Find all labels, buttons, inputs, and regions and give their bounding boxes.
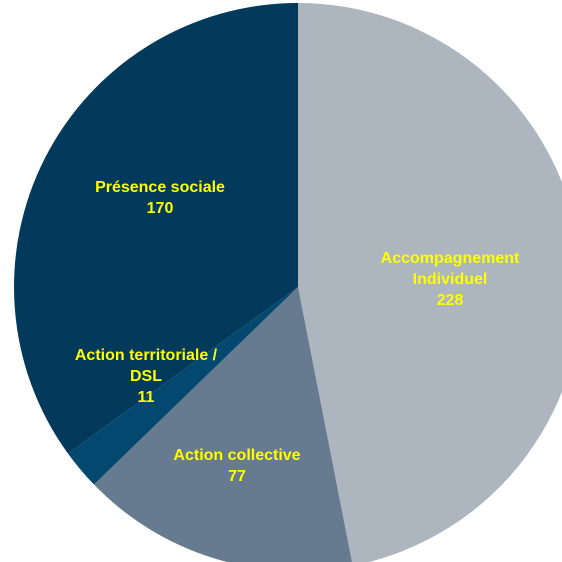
pie-slice-presence-sociale [13,3,298,454]
slice-value: 11 [138,389,155,406]
slice-label-line: DSL [130,368,162,385]
slice-label-line: Individuel [413,271,488,288]
slice-label-line: Action territoriale / [75,347,218,364]
slice-label-line: Accompagnement [381,250,520,267]
pie-slice-accompagnement-individuel [298,3,562,562]
pie-label-accompagnement-individuel: Accompagnement Individuel 228 [381,250,520,309]
slice-value: 170 [147,200,174,217]
slice-value: 77 [228,468,246,485]
pie-slices [13,3,562,562]
pie-slice-action-territoriale-dsl [68,287,299,485]
slice-label-line: Présence sociale [95,179,225,196]
pie-slice-action-collective [93,287,353,562]
slice-label-line: Action collective [173,447,300,464]
pie-label-presence-sociale: Présence sociale 170 [95,179,225,217]
pie-label-action-collective: Action collective 77 [173,447,300,485]
slice-value: 228 [437,292,464,309]
pie-labels: Accompagnement Individuel 228 Action collec… [75,179,520,485]
pie-label-action-territoriale-dsl: Action territoriale / DSL 11 [75,347,218,406]
